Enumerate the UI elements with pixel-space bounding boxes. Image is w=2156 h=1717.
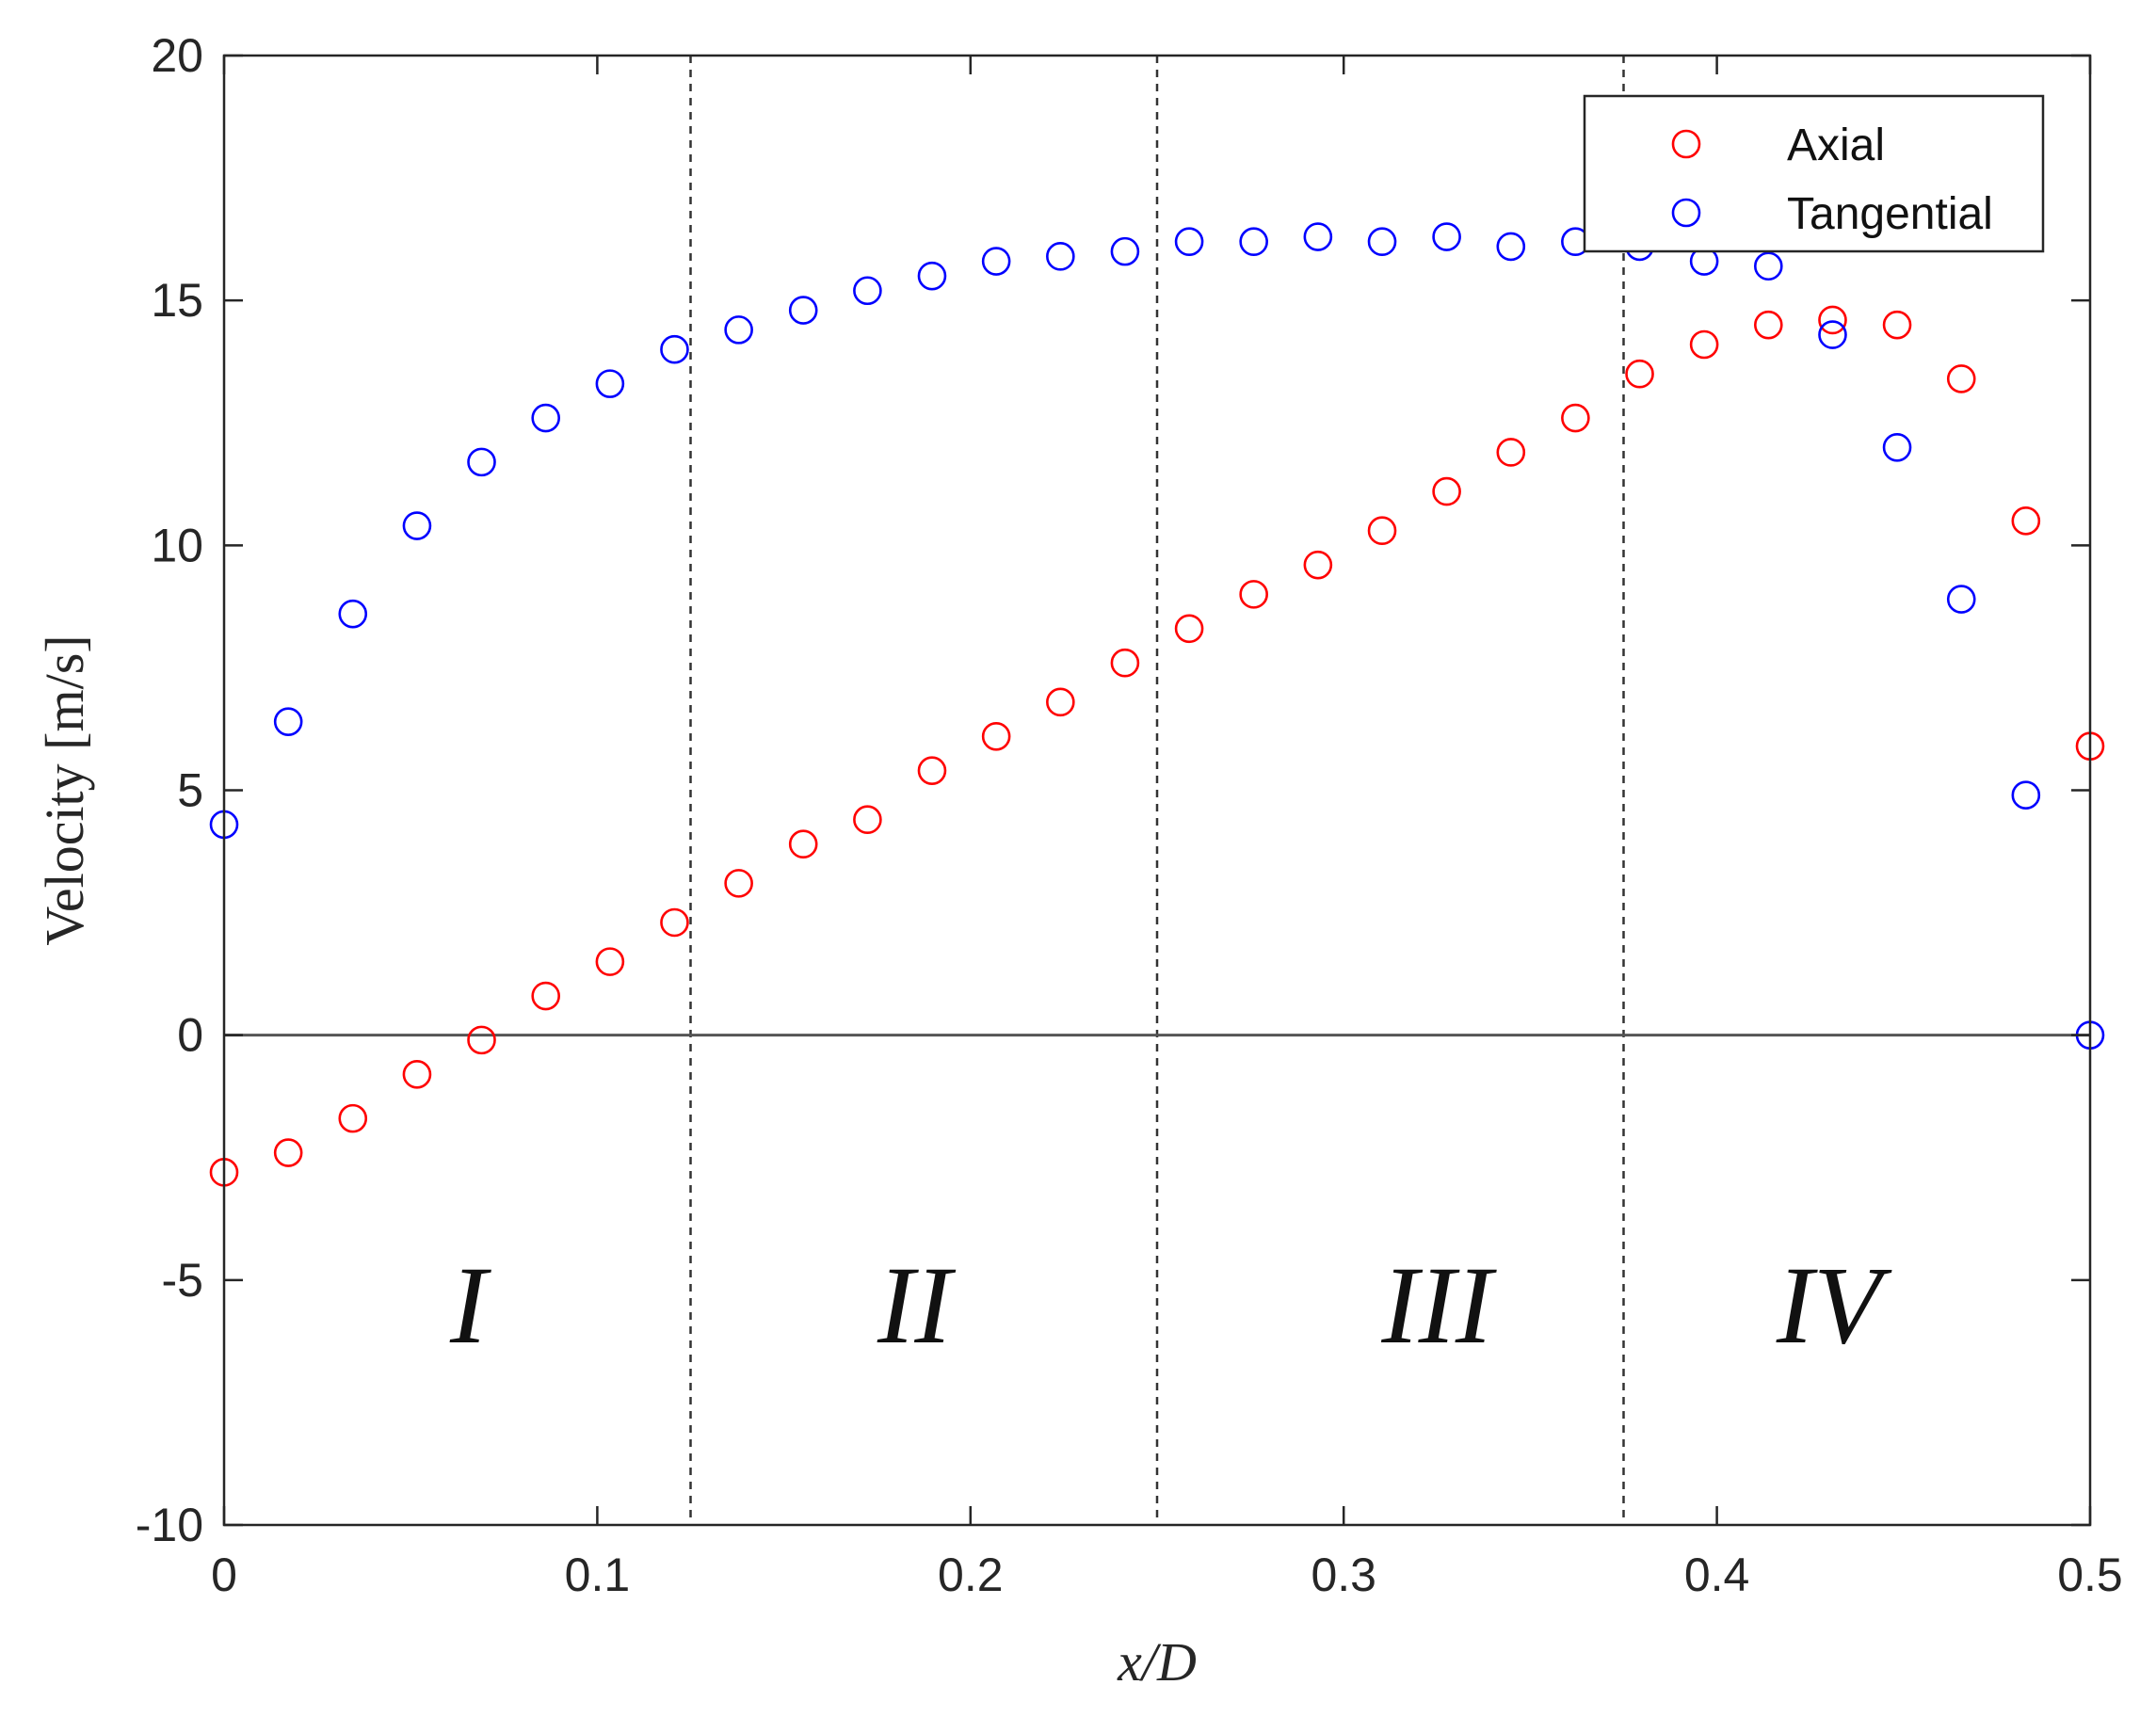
axial-legend-label: Axial	[1787, 120, 1885, 170]
tangential-point-15	[1110, 236, 1140, 266]
tangential-point-19	[1367, 227, 1397, 257]
axial-point-22	[1561, 403, 1590, 433]
tangential-point-28	[1946, 585, 1976, 614]
tangential-point-5	[467, 447, 496, 477]
y-tick-label-4: 10	[151, 519, 203, 571]
x-tick-label-1: 0.1	[565, 1549, 631, 1601]
axial-point-11	[853, 805, 882, 835]
tangential-point-6	[531, 403, 560, 433]
tangential-point-17	[1239, 227, 1268, 257]
region-labels: I II III IV	[449, 1244, 1892, 1367]
x-tick-label-2: 0.2	[938, 1549, 1004, 1601]
tangential-legend-label: Tangential	[1787, 189, 1993, 239]
y-tick-label-5: 15	[151, 274, 203, 327]
axial-point-28	[1946, 364, 1976, 393]
tangential-point-14	[1046, 242, 1075, 271]
y-tick-label-2: 0	[177, 1009, 203, 1062]
region-label-4: IV	[1776, 1244, 1892, 1367]
region-label-3: III	[1380, 1244, 1497, 1367]
axial-point-4	[402, 1059, 432, 1089]
axial-point-9	[724, 869, 753, 898]
x-tick-label-0: 0	[211, 1549, 237, 1601]
tangential-point-25	[1754, 251, 1783, 281]
axial-point-24	[1689, 329, 1719, 360]
axial-point-25	[1754, 310, 1783, 340]
legend-box	[1583, 94, 2045, 253]
axial-point-18	[1303, 550, 1333, 580]
axial-point-16	[1174, 614, 1204, 644]
tangential-point-4	[402, 511, 432, 540]
axial-point-19	[1367, 516, 1397, 546]
axial-point-26	[1818, 305, 1847, 335]
axial-legend-marker	[1671, 129, 1701, 159]
axial-point-20	[1432, 476, 1461, 506]
x-tick-label-5: 0.5	[2057, 1549, 2123, 1601]
tangential-legend-marker	[1671, 198, 1701, 228]
tangential-point-27	[1882, 432, 1912, 462]
axial-point-8	[660, 907, 689, 938]
axial-point-17	[1239, 580, 1268, 609]
y-tick-label-0: -10	[136, 1499, 203, 1551]
axial-point-5	[467, 1025, 496, 1055]
x-tick-label-3: 0.3	[1311, 1549, 1376, 1601]
tangential-point-26	[1818, 320, 1847, 349]
tangential-point-8	[660, 334, 689, 364]
x-tick-label-4: 0.4	[1684, 1549, 1750, 1601]
x-axis-label: x/D	[1117, 1631, 1197, 1693]
axial-point-6	[531, 981, 560, 1011]
axial-point-7	[595, 947, 625, 976]
tangential-point-21	[1496, 232, 1526, 262]
tangential-point-3	[338, 599, 368, 629]
axis-ticks: 0 0.1 0.2 0.3 0.4 0.5 -10 -5 0 5 10 15 20	[136, 29, 2123, 1601]
axial-point-29	[2011, 506, 2041, 536]
axial-point-3	[338, 1103, 368, 1133]
tangential-point-10	[788, 296, 818, 325]
axial-point-12	[917, 756, 947, 785]
region-dividers	[689, 56, 1625, 1525]
tangential-point-16	[1174, 227, 1204, 257]
region-label-2: II	[877, 1244, 956, 1367]
tangential-point-20	[1432, 222, 1461, 251]
y-tick-label-6: 20	[151, 29, 203, 82]
tangential-point-29	[2011, 780, 2041, 810]
tangential-point-12	[917, 261, 947, 291]
axial-point-13	[981, 721, 1011, 751]
tangential-point-7	[595, 369, 625, 398]
legend: Axial Tangential	[1583, 94, 2045, 253]
axial-point-2	[273, 1138, 303, 1167]
axial-point-21	[1496, 438, 1526, 467]
tangential-point-11	[853, 276, 882, 306]
axial-point-27	[1882, 310, 1912, 340]
region-label-1: I	[449, 1244, 491, 1367]
tangential-point-13	[981, 247, 1011, 276]
axial-point-15	[1110, 648, 1140, 678]
tangential-point-18	[1303, 222, 1333, 251]
tangential-point-9	[724, 315, 753, 345]
y-tick-label-1: -5	[162, 1254, 203, 1307]
y-axis-label: Velocity [m/s]	[34, 634, 95, 945]
y-tick-label-3: 5	[177, 764, 203, 817]
axial-point-14	[1046, 687, 1075, 717]
axial-point-10	[788, 829, 818, 859]
tangential-point-2	[273, 707, 303, 736]
axial-point-23	[1625, 359, 1654, 389]
